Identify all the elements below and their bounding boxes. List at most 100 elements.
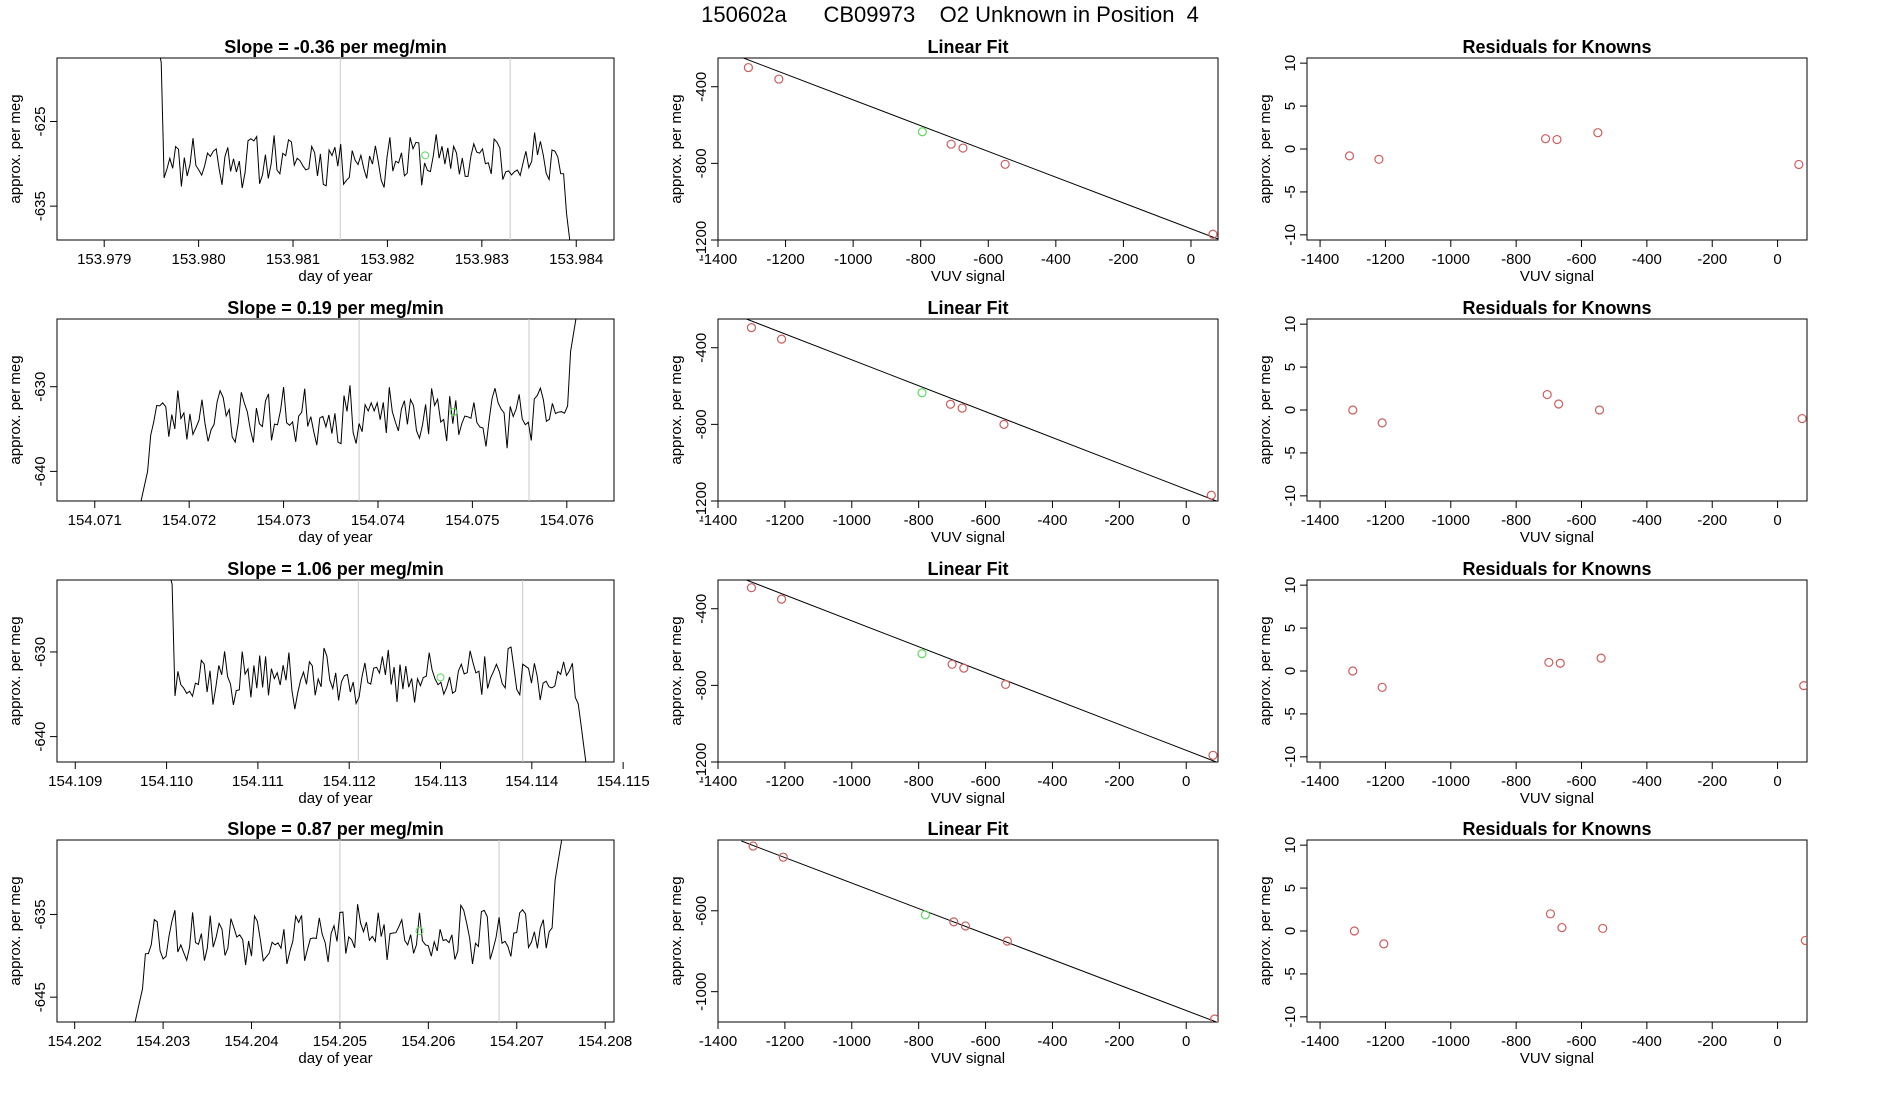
fit-line (744, 580, 1217, 762)
known-point (1794, 159, 1804, 170)
y-tick-label: -625 (32, 106, 49, 136)
x-tick-label: -1000 (834, 251, 872, 268)
x-tick-label: -200 (1697, 773, 1727, 790)
plot-frame (717, 57, 1219, 241)
plot-data (744, 580, 1218, 762)
plot-frame (56, 57, 615, 241)
x-axis-label: VUV signal (1520, 790, 1594, 807)
known-point (1593, 128, 1603, 138)
x-tick-label: -1400 (699, 251, 737, 268)
x-tick-label: -1200 (1366, 773, 1404, 790)
x-tick-label: -1400 (699, 512, 737, 529)
x-tick-label: -800 (1501, 1033, 1531, 1050)
y-axis-label: approx. per meg (7, 616, 24, 725)
known-point (1542, 389, 1552, 400)
residuals-plot-2: Residuals for Knowns-1400 -1200 -1000 -800-… (1257, 298, 1808, 546)
x-tick-label: -600 (971, 1033, 1001, 1050)
fit-line (744, 319, 1217, 501)
x-tick-label: -1000 (1432, 1033, 1470, 1050)
y-tick-label: -645 (32, 982, 49, 1012)
known-point (1552, 134, 1562, 145)
plot-title: Linear Fit (927, 819, 1008, 839)
plot-frame (717, 579, 1219, 763)
known-point (1344, 151, 1355, 161)
known-point (1377, 682, 1387, 692)
y-axis-label: approx. per meg (668, 355, 685, 464)
known-point (1001, 679, 1011, 690)
trace-plot-3: Slope = 1.06 per meg/min 154.109 154.110 15… (7, 559, 650, 807)
x-tick-label: -1000 (833, 773, 871, 790)
x-tick-label: -1000 (1432, 773, 1470, 790)
known-point (947, 659, 957, 669)
y-tick-label: 5 (1282, 624, 1299, 632)
x-tick-label: -200 (1104, 512, 1134, 529)
y-tick-label: -640 (32, 456, 49, 486)
plot-frame (1306, 579, 1808, 763)
y-tick-label: -600 (693, 896, 710, 926)
y-axis-label: approx. per meg (668, 876, 685, 985)
x-tick-label: -1000 (1432, 512, 1470, 529)
plot-frame (1306, 57, 1808, 241)
x-tick-label: -1400 (1301, 251, 1339, 268)
x-tick-label: -1200 (766, 1033, 804, 1050)
known-point (959, 663, 969, 673)
x-tick-label: 154.207 (490, 1033, 544, 1050)
known-point (1377, 418, 1387, 428)
y-axis-label: approx. per meg (1257, 616, 1274, 725)
x-tick-label: 154.115 (597, 773, 650, 790)
y-tick-label: -800 (693, 148, 710, 178)
x-tick-label: -1200 (766, 512, 804, 529)
x-tick-label: 154.111 (232, 773, 284, 790)
x-tick-label: 154.208 (578, 1033, 632, 1050)
y-tick-label: -800 (693, 670, 710, 700)
known-point (1555, 658, 1565, 668)
known-point (1557, 922, 1567, 933)
unknown-point (917, 127, 927, 137)
known-point (774, 74, 784, 84)
x-tick-label: -1400 (1301, 1033, 1339, 1050)
x-tick-label: -1400 (699, 1033, 737, 1050)
linear-fit-plot-3: Linear Fit-1400 -1200 -1000 -800 -600 -400 -20… (668, 559, 1219, 807)
plot-frame (56, 579, 615, 763)
y-tick-label: -5 (1282, 446, 1299, 459)
x-tick-label: 154.113 (414, 773, 467, 790)
x-tick-label: -600 (973, 251, 1003, 268)
x-tick-label: 0 (1182, 512, 1190, 529)
x-tick-label: 154.203 (136, 1033, 190, 1050)
known-point (1540, 134, 1551, 144)
y-tick-label: 0 (1282, 927, 1299, 935)
x-tick-label: -1200 (1366, 251, 1404, 268)
y-tick-label: -10 (1282, 1006, 1299, 1028)
known-point (1379, 939, 1389, 949)
x-axis-label: day of year (298, 529, 372, 546)
known-point (958, 143, 968, 153)
plot-data (140, 319, 577, 501)
y-tick-label: 10 (1282, 837, 1299, 854)
y-tick-label: -635 (32, 899, 49, 929)
x-tick-label: 154.076 (540, 512, 594, 529)
known-point (743, 62, 754, 73)
x-tick-label: -1200 (766, 251, 804, 268)
y-tick-label: -10 (1282, 224, 1299, 246)
x-tick-label: 153.980 (171, 251, 225, 268)
x-tick-label: -800 (906, 251, 936, 268)
y-tick-label: -800 (693, 409, 710, 439)
x-tick-label: -800 (1501, 773, 1531, 790)
x-tick-label: 153.984 (549, 251, 603, 268)
x-axis-label: VUV signal (931, 1050, 1005, 1067)
x-axis-label: VUV signal (1520, 1050, 1594, 1067)
x-tick-label: 154.112 (323, 773, 376, 790)
x-tick-label: -1400 (1301, 773, 1339, 790)
y-tick-label: -1200 (693, 482, 710, 520)
x-tick-label: 154.071 (68, 512, 122, 529)
x-tick-label: -1400 (699, 773, 737, 790)
x-tick-label: -400 (1632, 1033, 1662, 1050)
x-tick-label: 154.114 (505, 773, 558, 790)
x-tick-label: 154.074 (351, 512, 405, 529)
x-tick-label: -1000 (1432, 251, 1470, 268)
x-tick-label: -200 (1104, 773, 1134, 790)
plot-data (134, 840, 563, 1022)
y-tick-label: 0 (1282, 406, 1299, 414)
known-point (949, 917, 959, 927)
x-tick-label: -800 (904, 512, 934, 529)
